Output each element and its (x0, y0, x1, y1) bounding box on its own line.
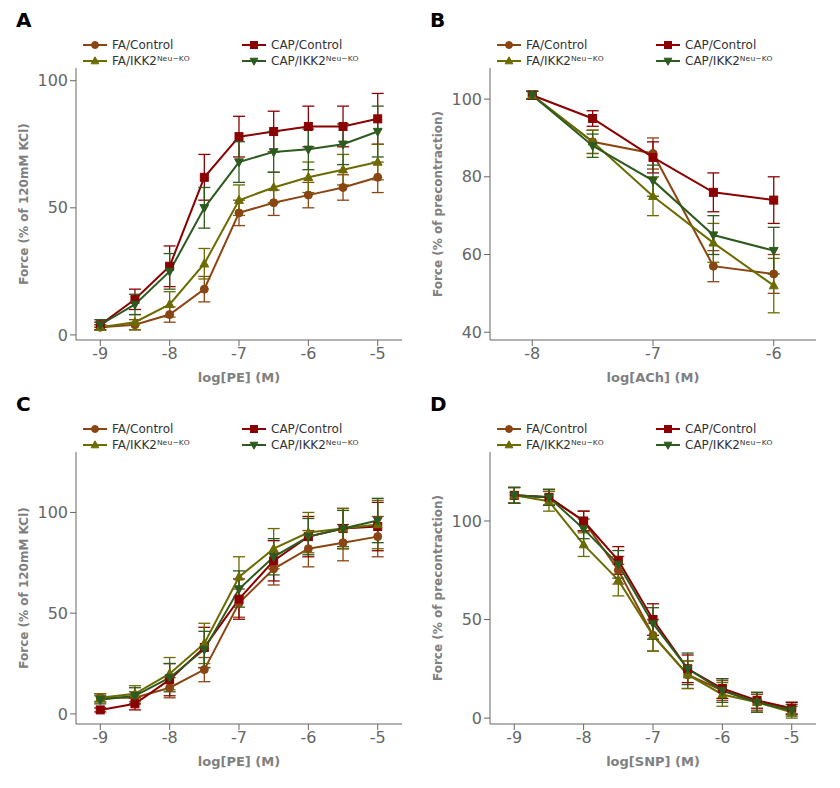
svg-text:-6: -6 (300, 728, 316, 747)
svg-text:Force (% of precontraction): Force (% of precontraction) (431, 111, 445, 297)
html-text:CAP/Control: CAP/Control (685, 422, 757, 436)
html-text:CAP/Control: CAP/Control (271, 422, 343, 436)
svg-text:-6: -6 (766, 344, 782, 363)
html-text:FA/Control: FA/Control (112, 422, 174, 436)
html-text:FA/IKK2ᴺᵉᵘ⁻ᴷᴼ: FA/IKK2ᴺᵉᵘ⁻ᴷᴼ (526, 54, 604, 68)
html-text:A: A (16, 8, 32, 32)
svg-text:-8: -8 (162, 344, 178, 363)
svg-text:50: 50 (462, 610, 482, 629)
svg-text:-6: -6 (300, 344, 316, 363)
html-text:FA/Control: FA/Control (526, 38, 588, 52)
html-text:FA/IKK2ᴺᵉᵘ⁻ᴷᴼ: FA/IKK2ᴺᵉᵘ⁻ᴷᴼ (112, 54, 190, 68)
html-text:D: D (430, 392, 447, 416)
svg-text:-5: -5 (784, 728, 800, 747)
svg-text:-8: -8 (576, 728, 592, 747)
svg-text:log[PE] (M): log[PE] (M) (198, 754, 280, 769)
svg-text:60: 60 (462, 245, 482, 264)
svg-text:0: 0 (58, 326, 68, 345)
svg-text:50: 50 (48, 198, 68, 217)
html-text:FA/Control: FA/Control (526, 422, 588, 436)
svg-text:Force (% of 120mM KCl): Force (% of 120mM KCl) (17, 123, 31, 284)
svg-text:Force (% of precontraction): Force (% of precontraction) (431, 495, 445, 681)
svg-text:-7: -7 (231, 728, 247, 747)
svg-text:100: 100 (451, 90, 482, 109)
svg-text:80: 80 (462, 167, 482, 186)
svg-text:0: 0 (58, 705, 68, 724)
html-text:C: C (16, 392, 31, 416)
svg-text:log[ACh] (M): log[ACh] (M) (607, 370, 700, 385)
html-text:CAP/IKK2ᴺᵉᵘ⁻ᴷᴼ: CAP/IKK2ᴺᵉᵘ⁻ᴷᴼ (271, 438, 359, 452)
svg-text:100: 100 (37, 503, 68, 522)
html-text:CAP/Control: CAP/Control (685, 38, 757, 52)
html-text:FA/IKK2ᴺᵉᵘ⁻ᴷᴼ: FA/IKK2ᴺᵉᵘ⁻ᴷᴼ (526, 438, 604, 452)
svg-text:log[SNP] (M): log[SNP] (M) (606, 754, 700, 769)
svg-text:-9: -9 (92, 344, 108, 363)
svg-text:-9: -9 (506, 728, 522, 747)
svg-text:-5: -5 (370, 728, 386, 747)
svg-text:-7: -7 (231, 344, 247, 363)
svg-text:0: 0 (472, 709, 482, 728)
svg-text:-6: -6 (714, 728, 730, 747)
svg-text:-7: -7 (645, 728, 661, 747)
svg-text:-8: -8 (162, 728, 178, 747)
html-text:CAP/IKK2ᴺᵉᵘ⁻ᴷᴼ: CAP/IKK2ᴺᵉᵘ⁻ᴷᴼ (271, 54, 359, 68)
svg-text:Force (% of 120mM KCl): Force (% of 120mM KCl) (17, 507, 31, 668)
svg-text:50: 50 (48, 604, 68, 623)
svg-text:-8: -8 (524, 344, 540, 363)
html-text:FA/Control: FA/Control (112, 38, 174, 52)
html-text:CAP/IKK2ᴺᵉᵘ⁻ᴷᴼ: CAP/IKK2ᴺᵉᵘ⁻ᴷᴼ (685, 54, 773, 68)
svg-text:-5: -5 (370, 344, 386, 363)
svg-text:-7: -7 (645, 344, 661, 363)
svg-text:100: 100 (37, 71, 68, 90)
svg-text:40: 40 (462, 323, 482, 342)
svg-text:-9: -9 (92, 728, 108, 747)
html-text:CAP/Control: CAP/Control (271, 38, 343, 52)
html-text:FA/IKK2ᴺᵉᵘ⁻ᴷᴼ: FA/IKK2ᴺᵉᵘ⁻ᴷᴼ (112, 438, 190, 452)
html-text:B: B (430, 8, 446, 32)
svg-text:log[PE] (M): log[PE] (M) (198, 370, 280, 385)
html-text:CAP/IKK2ᴺᵉᵘ⁻ᴷᴼ: CAP/IKK2ᴺᵉᵘ⁻ᴷᴼ (685, 438, 773, 452)
svg-text:100: 100 (451, 512, 482, 531)
